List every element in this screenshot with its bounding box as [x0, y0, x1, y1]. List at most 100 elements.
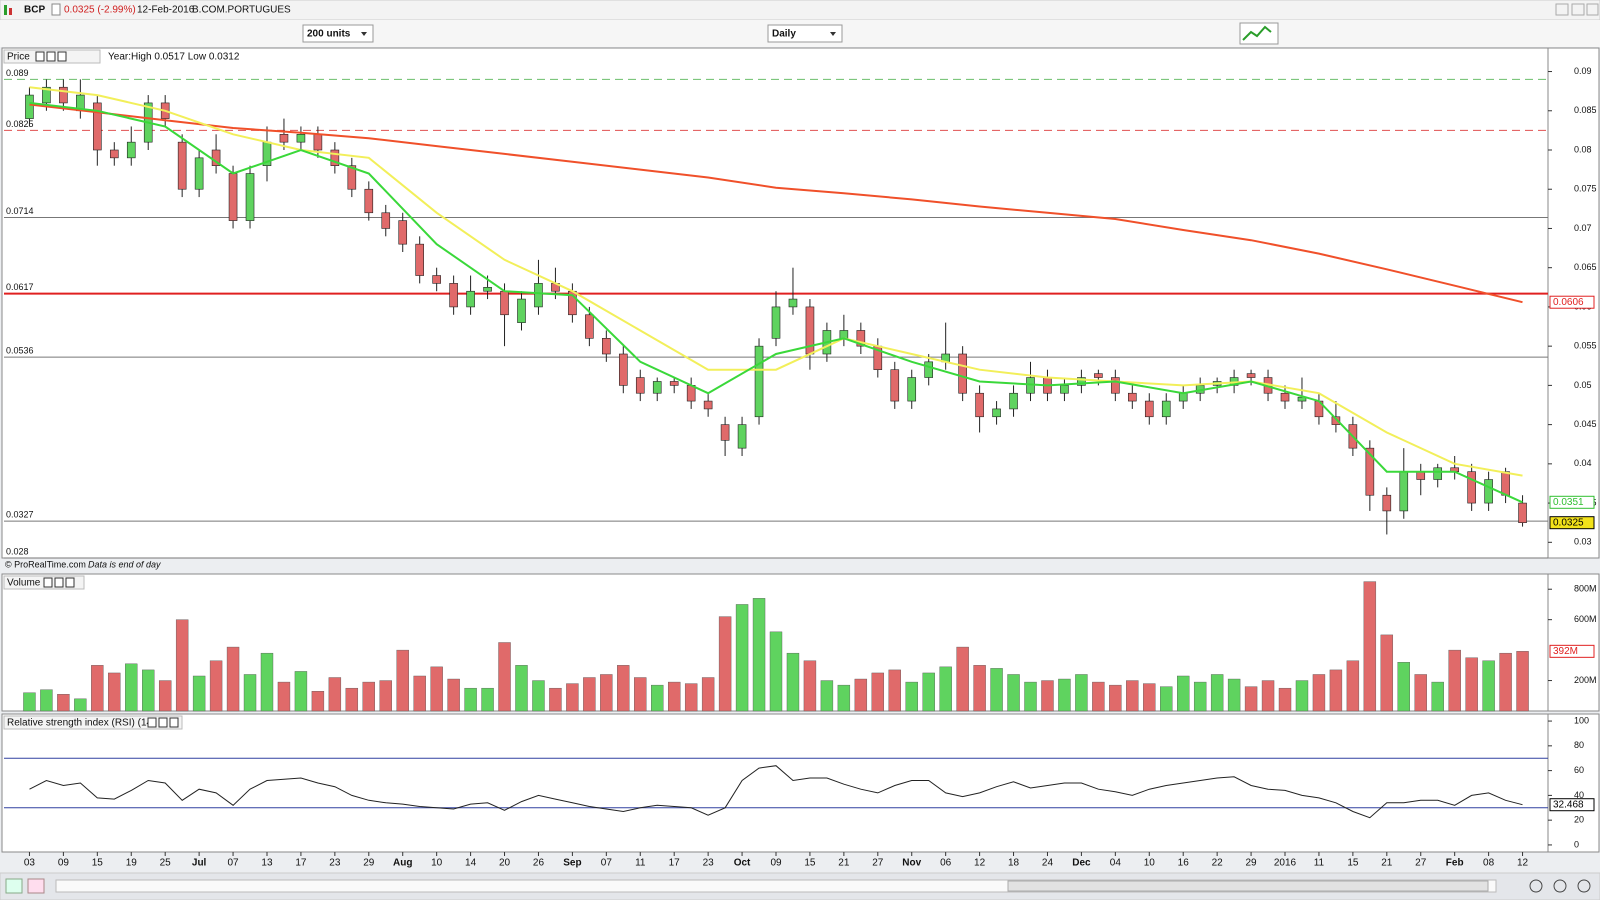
close-icon[interactable] [65, 577, 75, 588]
x-tick-label: 10 [1144, 858, 1156, 869]
axis-bg [1547, 573, 1600, 712]
y-tick-label: 0.03 [1574, 537, 1592, 547]
candle-body [1501, 471, 1510, 496]
volume-bar [1075, 674, 1088, 712]
y-tick-label: 100 [1574, 715, 1589, 725]
zoom-button[interactable] [1529, 879, 1543, 893]
app-icon [4, 5, 7, 15]
volume-bar [1448, 649, 1461, 712]
volume-bar [684, 683, 698, 712]
candle-body [1161, 400, 1171, 418]
y-tick-label: 0.04 [1574, 458, 1592, 468]
note: Data is end of day [88, 559, 161, 569]
y-tick-label: 800M [1574, 584, 1597, 594]
volume-bar [192, 675, 206, 712]
minimize-button[interactable] [1555, 3, 1569, 16]
volume-bar [922, 672, 935, 712]
volume-bar [871, 672, 885, 712]
candle-body [856, 330, 866, 347]
candle-body [1433, 467, 1443, 480]
candle-body [517, 298, 526, 323]
volume-bar [277, 681, 291, 712]
x-tick-label: 29 [363, 858, 375, 869]
volume-bar [209, 660, 223, 712]
candle-body [788, 298, 798, 308]
zoom-out-button[interactable] [1553, 879, 1567, 893]
wrench-icon[interactable] [35, 51, 45, 62]
tool-button[interactable] [5, 878, 23, 894]
x-tick-label: 23 [703, 858, 715, 869]
volume-bar [854, 678, 868, 712]
volume-bar [1465, 657, 1478, 712]
x-tick-label: Oct [734, 858, 751, 869]
wrench-icon[interactable] [43, 577, 53, 588]
volume-bar [1295, 680, 1309, 712]
window-icon[interactable] [46, 51, 56, 62]
x-tick-label: 09 [770, 858, 782, 869]
volume-bar [1482, 660, 1495, 712]
y-tick-label: 0.045 [1574, 419, 1597, 429]
volume-bar [175, 619, 189, 712]
value-badge-label: 0.0351 [1553, 497, 1584, 508]
volume-bar [413, 675, 426, 712]
x-tick-label: 22 [1212, 858, 1224, 869]
scroll-thumb[interactable] [1007, 880, 1489, 892]
candle-body [703, 400, 713, 410]
candle-body [1467, 471, 1476, 504]
close-icon[interactable] [57, 51, 67, 62]
period-select[interactable] [767, 24, 843, 43]
candle-body [958, 353, 967, 394]
volume-bar [1278, 687, 1292, 712]
candle-body [347, 165, 357, 190]
volume-bar [667, 681, 681, 712]
volume-bar [226, 646, 240, 712]
reference-label: 0.089 [6, 68, 29, 78]
volume-bar [1346, 660, 1360, 712]
volume-bar [1312, 674, 1326, 712]
x-tick-label: Feb [1446, 858, 1464, 869]
y-tick-label: 40 [1574, 790, 1584, 800]
volume-bar [956, 646, 969, 712]
volume-bar [1177, 675, 1190, 712]
y-tick-label: 600M [1574, 614, 1597, 624]
candle-body [1484, 479, 1493, 504]
volume-bar [718, 616, 732, 712]
candle-body [737, 424, 747, 449]
x-tick-label: 24 [1042, 858, 1054, 869]
volume-bar [617, 665, 630, 712]
info-button[interactable] [51, 3, 61, 16]
volume-bar [430, 666, 443, 712]
window-icon[interactable] [54, 577, 64, 588]
close-button[interactable] [1586, 3, 1599, 16]
candle-body [483, 287, 492, 292]
x-tick-label: 15 [1347, 858, 1359, 869]
candle-body [432, 275, 441, 284]
volume-bar [1261, 680, 1275, 712]
candle-body [771, 306, 781, 339]
candle-body [1416, 471, 1426, 480]
volume-bar [1363, 581, 1377, 712]
reference-label: 0.0327 [6, 509, 34, 519]
maximize-button[interactable] [1571, 3, 1585, 16]
x-tick-label: 09 [58, 858, 70, 869]
volume-bar [939, 666, 952, 712]
volume-bar [243, 674, 257, 712]
value-badge-label: 0.0606 [1553, 297, 1584, 308]
candle-body [1060, 385, 1069, 394]
volume-bar [481, 687, 494, 712]
volume-bar [1516, 651, 1529, 712]
zoom-in-button[interactable] [1577, 879, 1591, 893]
volume-bar [125, 663, 138, 712]
volume-bar [651, 684, 664, 712]
tool-button[interactable] [27, 878, 45, 894]
instrument-name: B.COM.PORTUGUES [192, 5, 291, 16]
window-icon[interactable] [158, 717, 168, 728]
candle-body [466, 290, 475, 308]
x-tick-label: 14 [465, 858, 477, 869]
close-icon[interactable] [169, 717, 179, 728]
y-tick-label: 0.065 [1574, 262, 1597, 272]
volume-bar [769, 631, 783, 712]
volume-bar [600, 674, 613, 712]
wrench-icon[interactable] [147, 717, 157, 728]
units-select[interactable] [302, 24, 374, 43]
